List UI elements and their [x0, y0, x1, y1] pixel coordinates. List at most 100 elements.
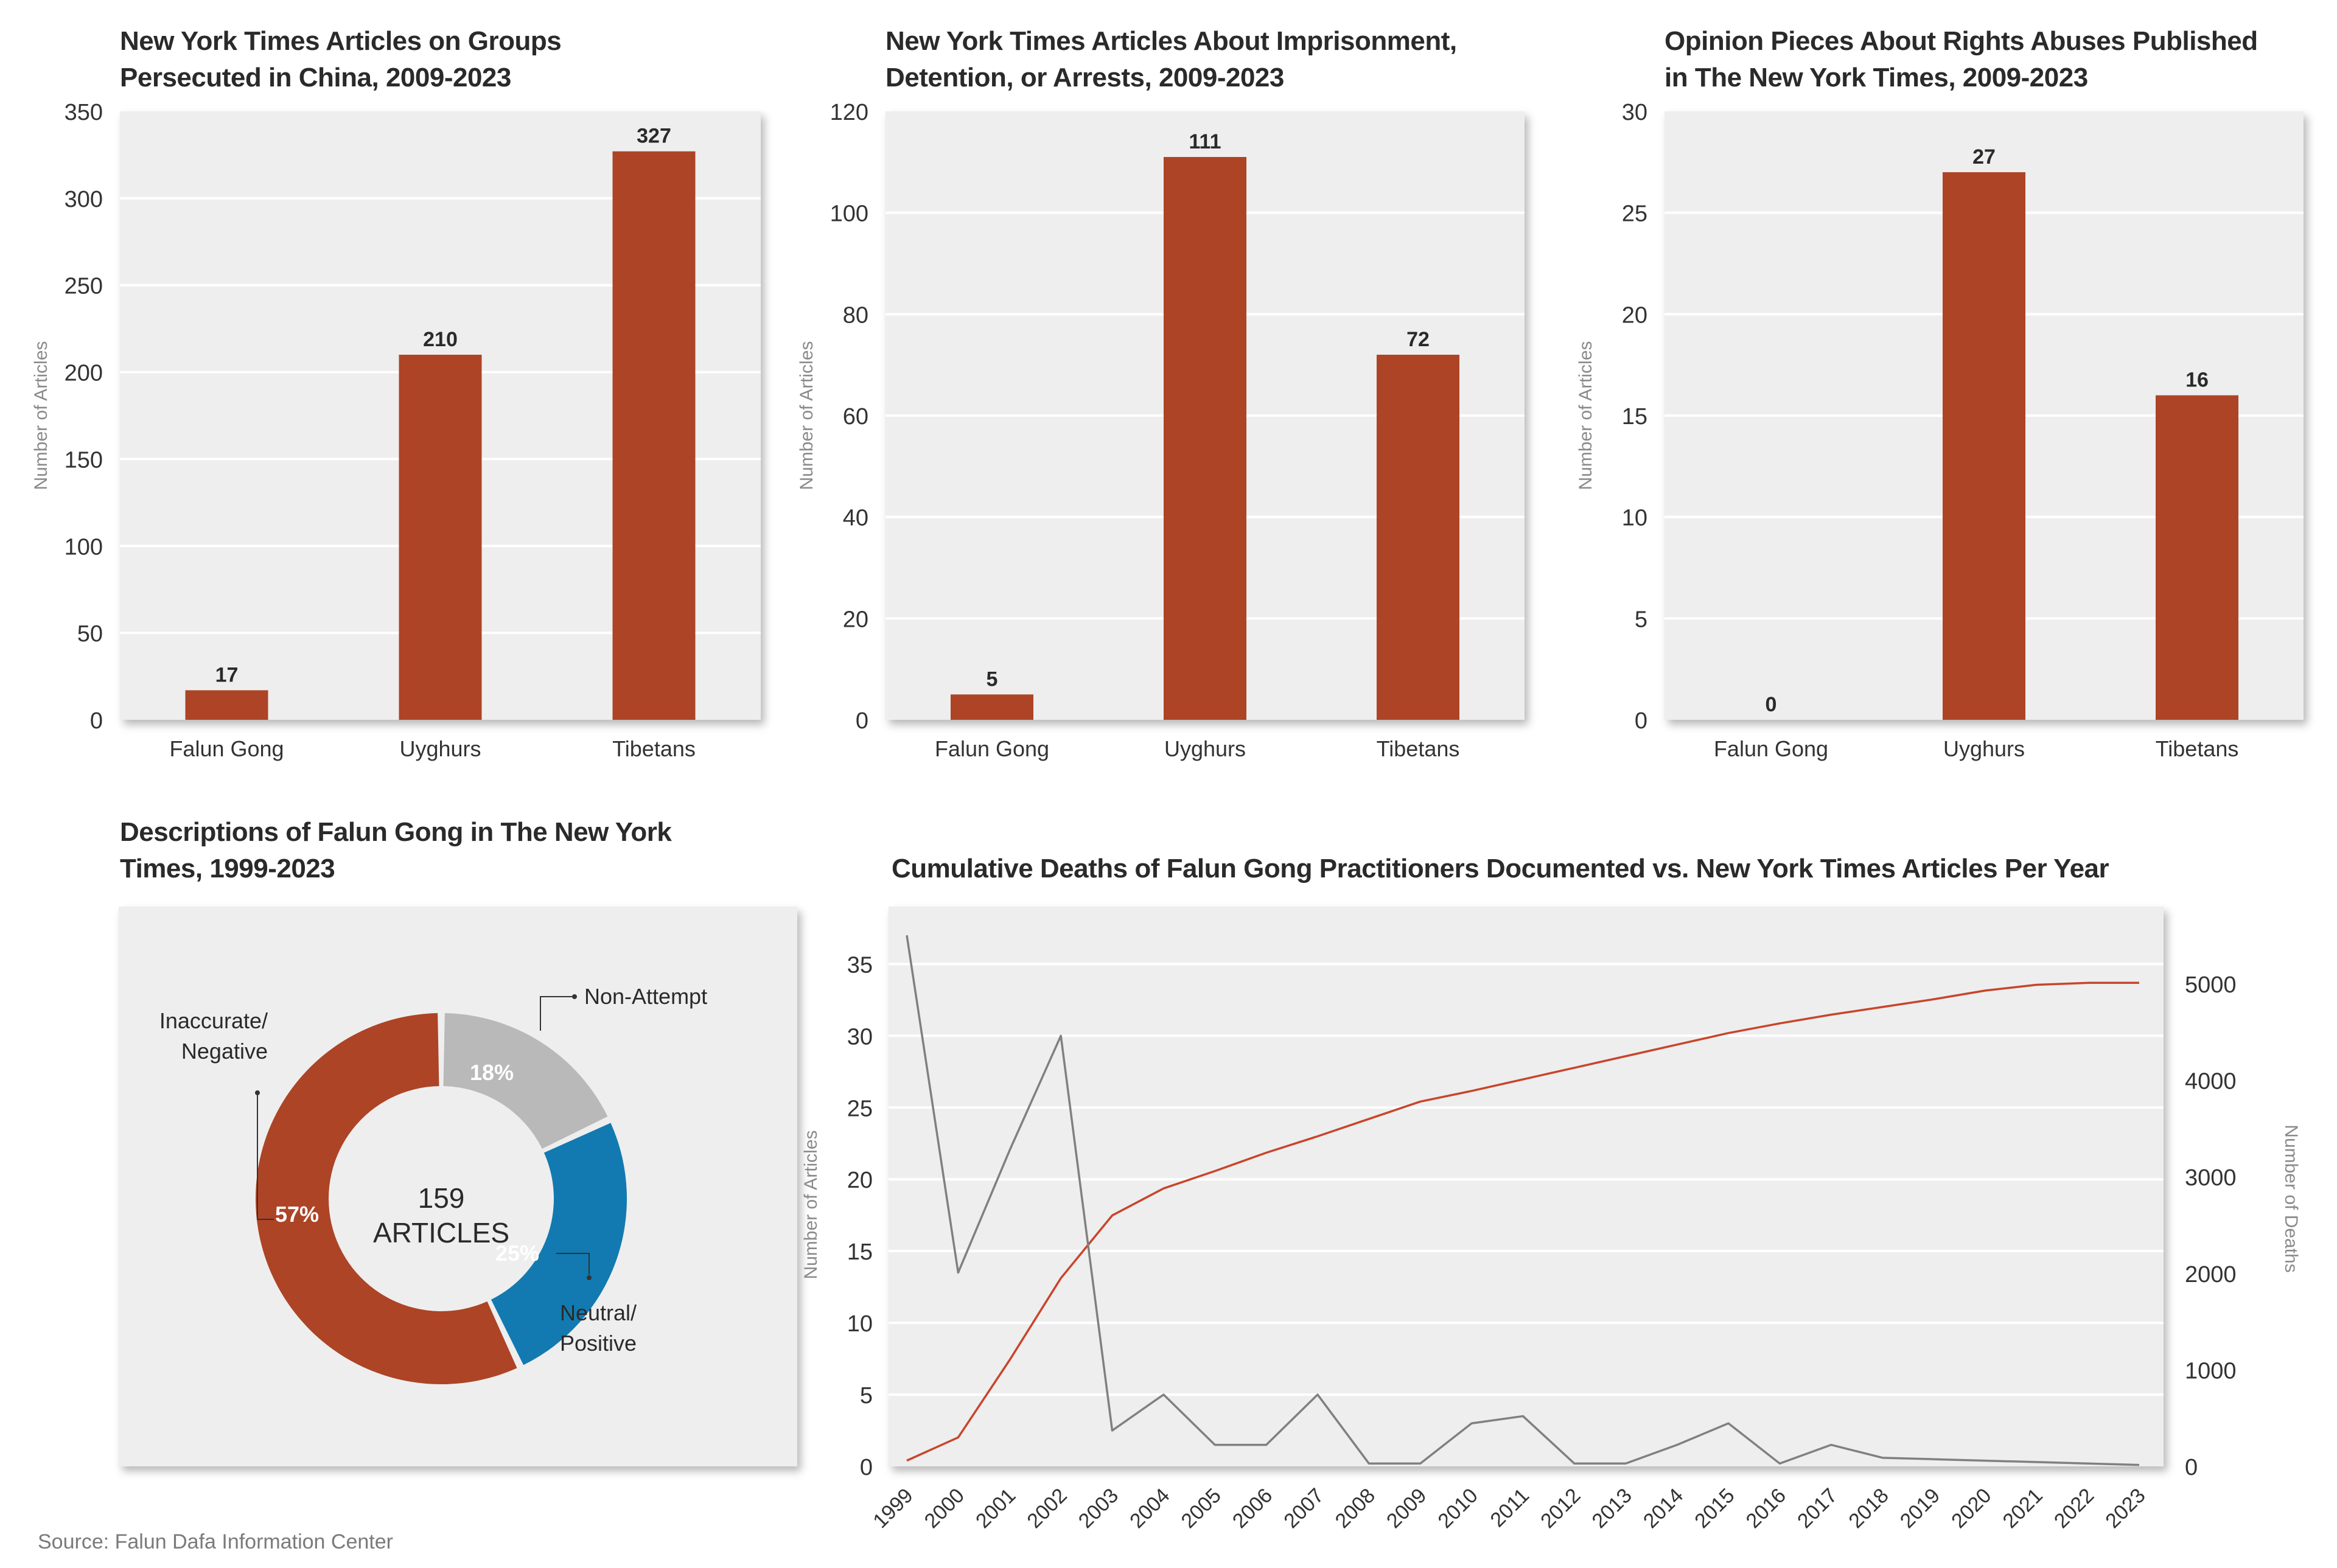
- plot-area: [889, 907, 2164, 1466]
- leader-line: [556, 1253, 590, 1275]
- donut-slice: [443, 1013, 608, 1149]
- x-tick-label: Tibetans: [612, 736, 696, 761]
- chart-groups-title: New York Times Articles on Groups Persec…: [120, 23, 562, 96]
- y-tick-label: 60: [843, 404, 868, 430]
- bar: [399, 355, 482, 720]
- donut-slice: [491, 1123, 627, 1365]
- slice-value-label: 57%: [275, 1202, 319, 1227]
- bar: [2156, 395, 2238, 720]
- x-tick-label: 2018: [1844, 1484, 1893, 1533]
- center-count: 159: [418, 1182, 465, 1214]
- y-tick-label-right: 0: [2185, 1455, 2198, 1480]
- data-label: 210: [423, 328, 458, 351]
- y-tick-label-left: 35: [847, 952, 873, 978]
- x-tick-label: Falun Gong: [935, 736, 1049, 761]
- title-line: New York Times Articles on Groups: [120, 26, 562, 56]
- x-tick-label: 2007: [1279, 1484, 1328, 1533]
- y-tick-label: 20: [1622, 302, 1647, 328]
- data-label: 111: [1189, 130, 1221, 153]
- y-tick-label: 25: [1622, 201, 1647, 227]
- data-label: 17: [215, 663, 239, 686]
- data-label: 327: [637, 125, 671, 148]
- x-tick-label: 2019: [1896, 1484, 1944, 1533]
- title-line: Descriptions of Falun Gong in The New Yo…: [120, 817, 672, 847]
- y-tick-label-right: 3000: [2185, 1165, 2237, 1191]
- y-axis-label: Number of Articles: [1576, 341, 1596, 490]
- slice-category-label: Neutral/: [560, 1300, 637, 1325]
- bar: [1943, 172, 2025, 720]
- x-tick-label: 2014: [1639, 1484, 1688, 1533]
- y-tick-label-right: 5000: [2185, 972, 2237, 998]
- y-tick-label-left: 25: [847, 1096, 873, 1121]
- chart-groups: 0 50 100 150 200 250 300 350 Number of Articles 1…: [31, 100, 761, 761]
- y-tick-label: 30: [1622, 100, 1647, 125]
- x-tick-label: 2001: [971, 1484, 1020, 1533]
- x-tick-label: 2002: [1022, 1484, 1071, 1533]
- data-label: 27: [1972, 145, 1996, 169]
- x-tick-label: 2010: [1433, 1484, 1482, 1533]
- data-label: 72: [1406, 328, 1430, 351]
- x-tick-label: 2022: [2050, 1484, 2098, 1533]
- x-tick-label: 2009: [1382, 1484, 1431, 1533]
- x-tick-label: 2000: [920, 1484, 969, 1533]
- y-tick-label: 50: [77, 621, 103, 647]
- chart-opinion-title: Opinion Pieces About Rights Abuses Publi…: [1665, 23, 2258, 96]
- x-tick-label: 2023: [2101, 1484, 2150, 1533]
- x-tick-label: Uyghurs: [1164, 736, 1246, 761]
- data-label: 0: [1766, 693, 1777, 716]
- y-tick-label: 120: [830, 100, 868, 125]
- x-tick-label: 2017: [1793, 1484, 1842, 1533]
- chart-descriptions-title: Descriptions of Falun Gong in The New Yo…: [120, 814, 672, 887]
- y-tick-label-left: 15: [847, 1239, 873, 1265]
- x-tick-label: Tibetans: [2156, 736, 2239, 761]
- title-line: Detention, or Arrests, 2009-2023: [886, 63, 1284, 92]
- y-tick-label: 10: [1622, 506, 1647, 531]
- slice-value-label: 25%: [495, 1241, 539, 1266]
- x-tick-label: 2011: [1486, 1484, 1534, 1532]
- x-tick-label: Falun Gong: [1714, 736, 1828, 761]
- title-line: in The New York Times, 2009-2023: [1665, 63, 2088, 92]
- leader-dot: [587, 1275, 592, 1280]
- y-tick-label: 150: [65, 447, 103, 473]
- y-tick-label: 0: [90, 708, 103, 734]
- y-tick-label: 100: [830, 201, 868, 227]
- y-tick-label: 20: [843, 607, 868, 632]
- slice-category-label: Non-Attempt: [584, 984, 707, 1009]
- chart-opinion: 0 5 10 15 20 25 30 Number of Articles 0 Falun Gon…: [1576, 100, 2304, 761]
- y-tick-label: 250: [65, 274, 103, 299]
- y-tick-label: 40: [843, 506, 868, 531]
- y-axis-label-right: Number of Deaths: [2281, 1124, 2301, 1272]
- bar: [185, 690, 268, 720]
- data-label: 5: [987, 667, 998, 691]
- bar: [612, 151, 696, 720]
- x-tick-label: 2015: [1690, 1484, 1739, 1533]
- x-tick-label: 2005: [1177, 1484, 1226, 1533]
- slice-category-label: Inaccurate/: [159, 1008, 268, 1033]
- x-tick-label: Uyghurs: [1943, 736, 2025, 761]
- title-line: Persecuted in China, 2009-2023: [120, 63, 511, 92]
- y-tick-label-right: 4000: [2185, 1069, 2237, 1095]
- y-tick-label: 15: [1622, 404, 1647, 430]
- y-tick-label-left: 5: [860, 1383, 873, 1409]
- title-line: Times, 1999-2023: [120, 854, 335, 883]
- x-tick-label: 2013: [1588, 1484, 1637, 1533]
- bar: [951, 694, 1033, 720]
- y-tick-label-right: 2000: [2185, 1262, 2237, 1288]
- y-tick-label-left: 20: [847, 1168, 873, 1193]
- y-tick-label-right: 1000: [2185, 1358, 2237, 1384]
- x-tick-label: 2004: [1125, 1484, 1174, 1533]
- bar: [1164, 157, 1246, 720]
- x-tick-label: 2016: [1742, 1484, 1790, 1533]
- y-tick-label-left: 10: [847, 1311, 873, 1337]
- y-tick-label: 80: [843, 302, 868, 328]
- y-tick-label: 0: [1635, 708, 1647, 734]
- leader-dot: [255, 1090, 260, 1095]
- x-tick-label: 2021: [1999, 1484, 2047, 1533]
- x-tick-label: Falun Gong: [169, 736, 284, 761]
- y-axis-label: Number of Articles: [797, 341, 817, 490]
- y-tick-label: 5: [1635, 607, 1647, 632]
- y-tick-label: 200: [65, 361, 103, 386]
- slice-category-label: Positive: [560, 1331, 637, 1356]
- x-tick-label: 2012: [1536, 1484, 1585, 1533]
- x-tick-label: 2008: [1331, 1484, 1380, 1533]
